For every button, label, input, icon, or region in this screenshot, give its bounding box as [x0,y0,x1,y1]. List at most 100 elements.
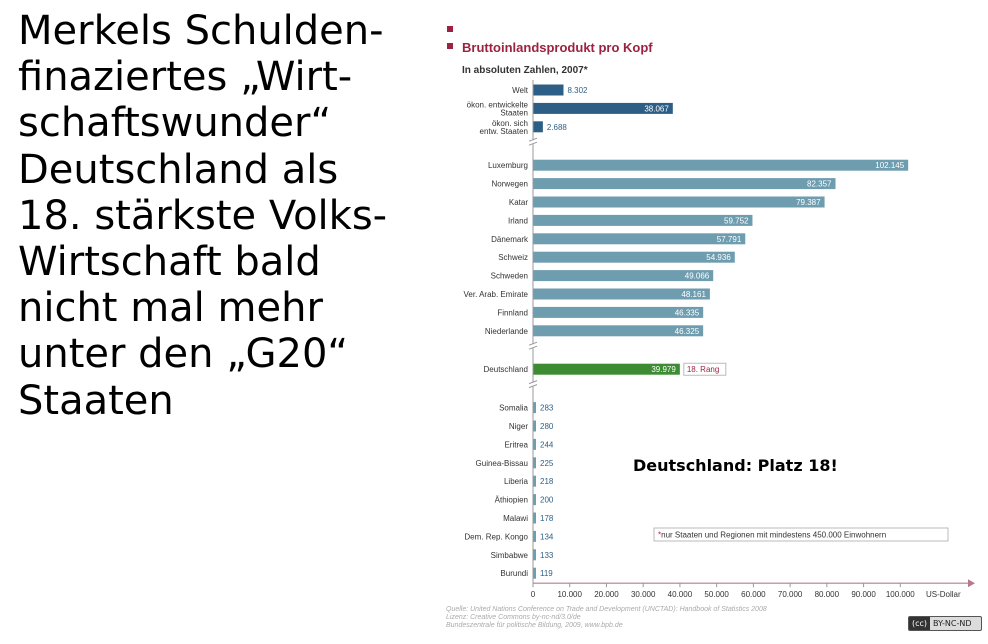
category-label: Luxemburg [488,161,528,170]
data-label: 39.979 [651,365,676,374]
category-label: Niederlande [485,327,529,336]
category-label: Katar [509,198,528,207]
cc-license-text: BY-NC-ND [933,619,972,628]
x-tick-label: 10.000 [557,590,582,599]
category-label: entw. Staaten [480,127,528,136]
source-line: Lizenz: Creative Commons by-nc-nd/3.0/de [446,614,581,621]
bar [533,251,735,263]
bar [533,84,564,96]
x-tick-label: 0 [531,590,536,599]
category-label: Somalia [499,404,528,413]
category-label: Eritrea [504,440,528,449]
data-label: 59.752 [724,216,749,225]
data-label: 119 [540,569,553,578]
bar [533,363,680,375]
data-label: 48.161 [681,290,706,299]
category-label: Guinea-Bissau [476,459,528,468]
bar [533,530,536,542]
category-label: Dänemark [491,235,529,244]
axis-break-gap [529,382,537,387]
bar [533,196,825,208]
bar [533,512,536,524]
data-label: 2.688 [547,123,568,132]
headline-line: 18. stärkste Volks- [18,192,388,239]
bar [533,402,536,414]
rank-label: 18. Rang [687,365,719,374]
bar [533,102,673,114]
x-tick-label: 90.000 [851,590,876,599]
data-label: 82.357 [807,180,832,189]
data-label: 133 [540,551,554,560]
bar [533,306,704,318]
category-label: Ver. Arab. Emirate [464,290,529,299]
data-label: 283 [540,404,554,413]
x-tick-label: 50.000 [704,590,729,599]
data-label: 38.067 [644,104,669,113]
category-label: ökon. sich [492,119,528,128]
footnote: *nur Staaten und Regionen mit mindestens… [658,531,886,540]
chart-subtitle: In absoluten Zahlen, 2007* [462,65,588,76]
bar [533,494,536,506]
headline-line: finaziertes „Wirt- [18,54,353,101]
bar [533,549,536,561]
data-label: 46.335 [675,308,700,317]
bar [533,233,746,245]
headline-line: nicht mal mehr [18,285,323,332]
headline-line: Wirtschaft bald [18,238,321,285]
cc-icon: (cc) [909,617,931,630]
data-label: 57.791 [717,235,742,244]
data-label: 200 [540,496,554,505]
category-label: Niger [509,422,528,431]
data-label: 280 [540,422,554,431]
data-label: 134 [540,532,554,541]
x-tick-label: 80.000 [815,590,840,599]
category-label: Liberia [504,477,529,486]
category-label: Norwegen [492,180,528,189]
data-label: 79.387 [796,198,821,207]
data-label: 46.325 [675,327,700,336]
title-marker [447,26,453,32]
bar [533,457,536,469]
data-label: 218 [540,477,554,486]
headline-line: unter den „G20“ [18,331,349,378]
gdp-per-capita-chart: Bruttoinlandsprodukt pro Kopf In absolute… [446,26,975,629]
category-label: Deutschland [484,365,528,374]
footnote-text: nur Staaten und Regionen mit mindestens … [661,531,886,540]
bar [533,159,909,171]
category-label: Burundi [500,569,528,578]
bar [533,288,710,300]
axis-break-mark [528,380,538,385]
data-label: 225 [540,459,554,468]
rank-box [683,362,727,376]
axis-break-gap [529,140,537,145]
axis-break-mark [528,341,538,346]
source-line: Bundeszentrale für politische Bildung, 2… [446,622,623,629]
bar [533,567,536,579]
category-label: Schweden [491,272,528,281]
category-label: Irland [508,216,528,225]
x-tick-label: 30.000 [631,590,656,599]
data-label: 54.936 [706,253,731,262]
title-marker [447,43,453,49]
axis-break-gap [529,344,537,349]
category-label: Malawi [503,514,528,523]
headline-line: Merkels Schulden- [18,8,384,54]
headline-line: Staaten [18,377,174,424]
bar [533,420,536,432]
category-label: Simbabwe [491,551,529,560]
x-axis-arrow [968,579,975,588]
category-label: Schweiz [498,253,528,262]
category-label: Staaten [500,108,528,117]
headline-line: Deutschland als [18,146,339,193]
axis-break-mark [528,345,538,350]
data-label: 102.145 [875,161,904,170]
category-label: Dem. Rep. Kongo [464,532,528,541]
footnote-box [653,527,949,542]
bar [533,438,536,450]
bar [533,475,536,487]
x-tick-label: 70.000 [778,590,803,599]
headline-line: schaftswunder“ [18,100,332,147]
data-label: 178 [540,514,554,523]
category-label: Finnland [497,308,528,317]
axis-break-mark [528,384,538,389]
